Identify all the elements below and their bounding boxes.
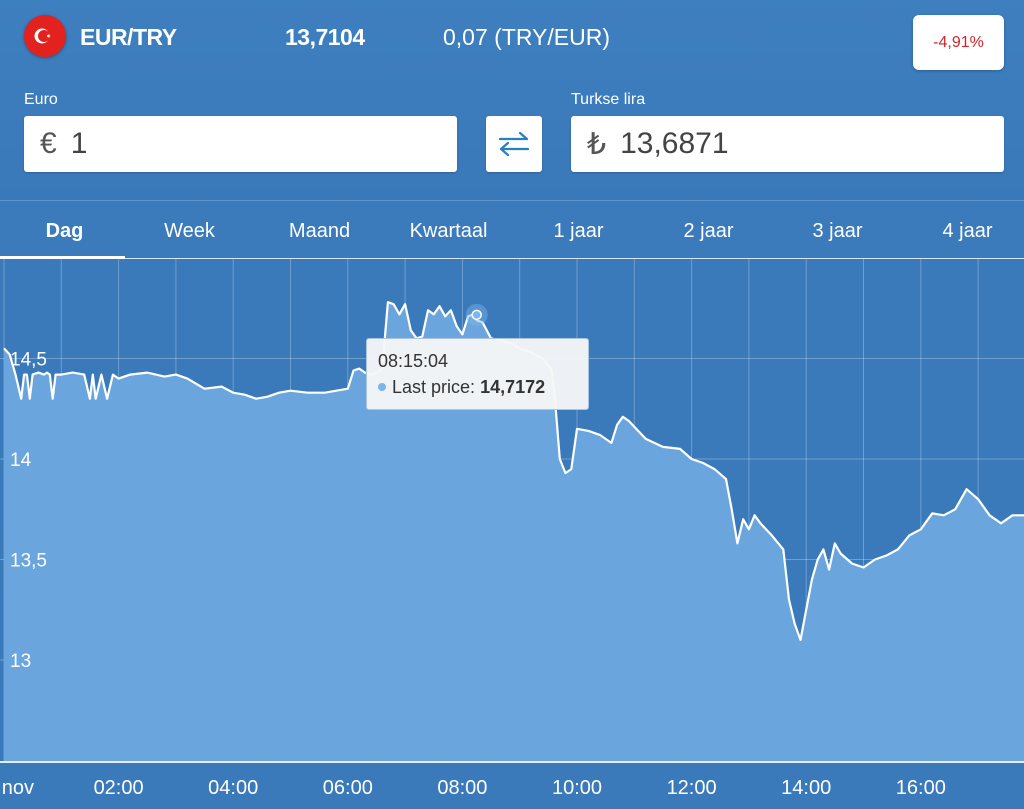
swap-button[interactable] — [486, 116, 542, 172]
y-tick-label: 13 — [10, 651, 31, 672]
tab-kwartaal[interactable]: Kwartaal — [409, 220, 488, 242]
y-tick-label: 14,5 — [10, 350, 47, 371]
turkey-flag-icon — [24, 15, 66, 57]
header: EUR/TRY 13,7104 0,07 (TRY/EUR) -4,91% Eu… — [0, 0, 1024, 200]
tooltip-value: 14,7172 — [480, 377, 546, 397]
lira-symbol: ₺ — [587, 127, 607, 161]
x-tick-label: 06:00 — [323, 777, 373, 799]
currency-pair: EUR/TRY — [80, 24, 177, 50]
x-tick-label: 24 nov — [0, 777, 34, 799]
tab-week[interactable]: Week — [164, 220, 215, 242]
x-tick-label: 04:00 — [208, 777, 258, 799]
change-badge: -4,91% — [913, 15, 1004, 70]
swap-arrows-icon — [498, 131, 530, 157]
x-tick-label: 02:00 — [94, 777, 144, 799]
from-currency-label: Euro — [24, 91, 58, 108]
from-amount-field[interactable]: € 1 — [24, 116, 457, 172]
exchange-rate: 13,7104 — [285, 24, 365, 50]
x-tick-label: 12:00 — [667, 777, 717, 799]
tab-2-jaar[interactable]: 2 jaar — [683, 220, 734, 242]
x-tick-label: 10:00 — [552, 777, 602, 799]
euro-symbol: € — [40, 127, 57, 160]
tab-dag[interactable]: Dag — [0, 201, 129, 260]
to-currency-label: Turkse lira — [571, 91, 646, 108]
tooltip-label: Last price: — [392, 377, 476, 397]
series-dot-icon — [378, 383, 386, 391]
tooltip-time: 08:15:04 — [378, 351, 449, 371]
y-tick-label: 14 — [10, 450, 32, 471]
tab-maand[interactable]: Maand — [288, 220, 351, 242]
change-percentage: -4,91% — [933, 33, 984, 51]
period-tabs: Dag Week Maand Kwartaal 1 jaar 2 jaar 3 … — [0, 200, 1024, 260]
tab-4-jaar[interactable]: 4 jaar — [942, 220, 993, 242]
from-amount-value[interactable]: 1 — [70, 127, 88, 160]
x-tick-label: 08:00 — [437, 777, 487, 799]
to-amount-value[interactable]: 13,6871 — [620, 127, 729, 160]
x-tick-label: 14:00 — [781, 777, 831, 799]
inverse-rate: 0,07 (TRY/EUR) — [443, 24, 611, 50]
tooltip-row: Last price: 14,7172 — [378, 377, 545, 398]
price-tooltip: 08:15:04 Last price: 14,7172 — [366, 338, 589, 410]
to-amount-field[interactable]: ₺ 13,6871 — [571, 116, 1004, 172]
tab-3-jaar[interactable]: 3 jaar — [812, 220, 863, 242]
hover-marker — [471, 309, 482, 321]
price-area — [4, 302, 1024, 762]
y-tick-label: 13,5 — [10, 551, 47, 572]
tab-1-jaar[interactable]: 1 jaar — [553, 220, 604, 242]
x-tick-label: 16:00 — [896, 777, 946, 799]
